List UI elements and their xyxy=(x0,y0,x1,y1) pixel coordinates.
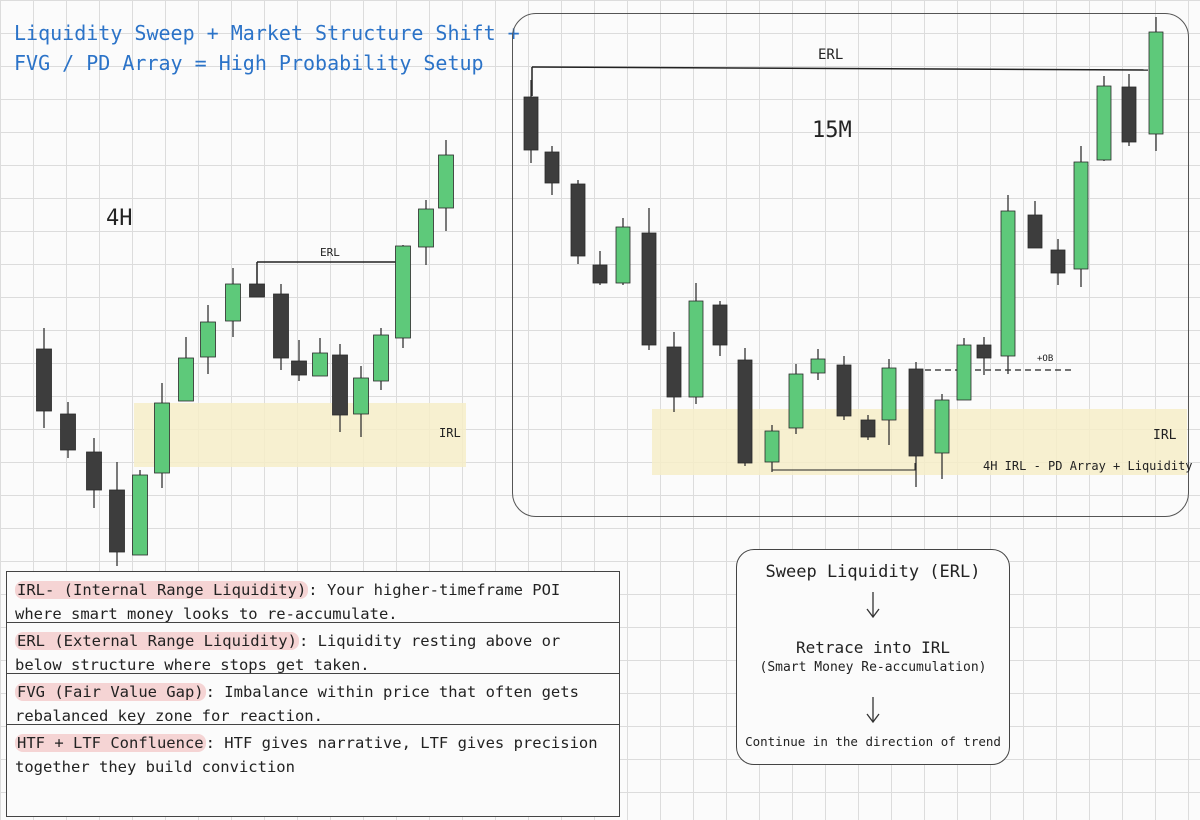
bullish-candle xyxy=(225,283,241,322)
bullish-candle xyxy=(178,357,194,402)
15m-panel-frame xyxy=(512,13,1189,517)
bullish-candle xyxy=(934,399,950,454)
definition-text: : Liquidity resting above or below struc… xyxy=(15,632,561,674)
bullish-candle xyxy=(353,377,369,415)
bullish-candle xyxy=(1148,31,1164,135)
irl-zone-4h xyxy=(134,403,466,467)
definition-term: FVG (Fair Value Gap) xyxy=(15,683,206,701)
bearish-candle xyxy=(249,283,265,298)
candles-4h xyxy=(36,140,454,566)
bearish-candle xyxy=(836,364,852,417)
bearish-candle xyxy=(666,346,682,398)
bearish-candle xyxy=(109,489,125,553)
irl-label-15m: IRL xyxy=(1153,428,1177,443)
definition-term: HTF + LTF Confluence xyxy=(15,734,206,752)
bearish-candle xyxy=(36,348,52,412)
zone-caption-15m: 4H IRL - PD Array + Liquidity xyxy=(983,459,1193,473)
bearish-candle xyxy=(592,264,608,284)
irl-label-4h: IRL xyxy=(439,426,461,440)
flow-step-continue: Continue in the direction of trend xyxy=(745,734,1001,749)
definition-text: : Your higher-timeframe POI where smart … xyxy=(15,581,561,623)
flow-step-retrace-sub: (Smart Money Re-accumulation) xyxy=(759,660,987,675)
bullish-candle xyxy=(312,352,328,377)
bullish-candle xyxy=(200,321,216,358)
bullish-candle xyxy=(764,430,780,463)
ob-label: +OB xyxy=(1037,354,1053,364)
definitions-table: IRL- (Internal Range Liquidity): Your hi… xyxy=(6,571,620,817)
bullish-candle xyxy=(615,226,631,284)
flow-step-sweep: Sweep Liquidity (ERL) xyxy=(765,562,981,582)
bearish-candle xyxy=(273,293,289,359)
definition-row-irl: IRL- (Internal Range Liquidity): Your hi… xyxy=(7,572,619,623)
arrow-down-icon xyxy=(866,592,880,619)
erl-label-4h: ERL xyxy=(320,246,340,259)
bullish-candle xyxy=(154,402,170,474)
bearish-candle xyxy=(570,183,586,257)
definition-term: ERL (External Range Liquidity) xyxy=(15,632,299,650)
setup-title: Liquidity Sweep + Market Structure Shift… xyxy=(14,21,520,75)
bullish-candle xyxy=(1000,210,1016,357)
bearish-candle xyxy=(1027,214,1043,249)
bullish-candle xyxy=(688,300,704,398)
timeframe-15m-label: 15M xyxy=(812,118,852,143)
bullish-candle xyxy=(373,334,389,382)
candles-15m xyxy=(523,17,1164,487)
definition-term: IRL- (Internal Range Liquidity) xyxy=(15,581,309,599)
bullish-candle xyxy=(438,154,454,209)
bullish-candle xyxy=(132,474,148,556)
bullish-candle xyxy=(1096,85,1112,161)
bearish-candle xyxy=(908,368,924,457)
bearish-candle xyxy=(712,304,728,346)
definition-text: : HTF gives narrative, LTF gives precisi… xyxy=(15,734,598,776)
bearish-candle xyxy=(1121,86,1137,143)
bearish-candle xyxy=(86,451,102,491)
bullish-candle xyxy=(881,367,897,421)
arrow-down-icon xyxy=(866,697,880,724)
bearish-candle xyxy=(60,413,76,451)
bearish-candle xyxy=(291,360,307,376)
definition-row-fvg: FVG (Fair Value Gap): Imbalance within p… xyxy=(7,674,619,725)
bearish-candle xyxy=(1050,249,1066,274)
bearish-candle xyxy=(544,151,560,184)
bullish-candle xyxy=(1073,161,1089,270)
bearish-candle xyxy=(332,354,348,416)
bearish-candle xyxy=(860,419,876,438)
bearish-candle xyxy=(737,359,753,464)
process-flow-box: Sweep Liquidity (ERL) Retrace into IRL (… xyxy=(736,549,1010,765)
bearish-candle xyxy=(976,344,992,359)
definition-row-confluence: HTF + LTF Confluence: HTF gives narrativ… xyxy=(7,725,619,776)
bearish-candle xyxy=(641,232,657,346)
definition-text: : Imbalance within price that often gets… xyxy=(15,683,579,725)
erl-label-15m: ERL xyxy=(818,47,843,63)
bullish-candle xyxy=(810,358,826,374)
erl-line-15m xyxy=(531,66,1149,71)
bearish-candle xyxy=(523,96,539,151)
definition-row-erl: ERL (External Range Liquidity): Liquidit… xyxy=(7,623,619,674)
flow-step-retrace: Retrace into IRL xyxy=(795,638,951,657)
timeframe-4h-label: 4H xyxy=(106,206,133,231)
bullish-candle xyxy=(418,208,434,248)
bullish-candle xyxy=(956,344,972,401)
bullish-candle xyxy=(395,245,411,339)
bullish-candle xyxy=(788,373,804,429)
